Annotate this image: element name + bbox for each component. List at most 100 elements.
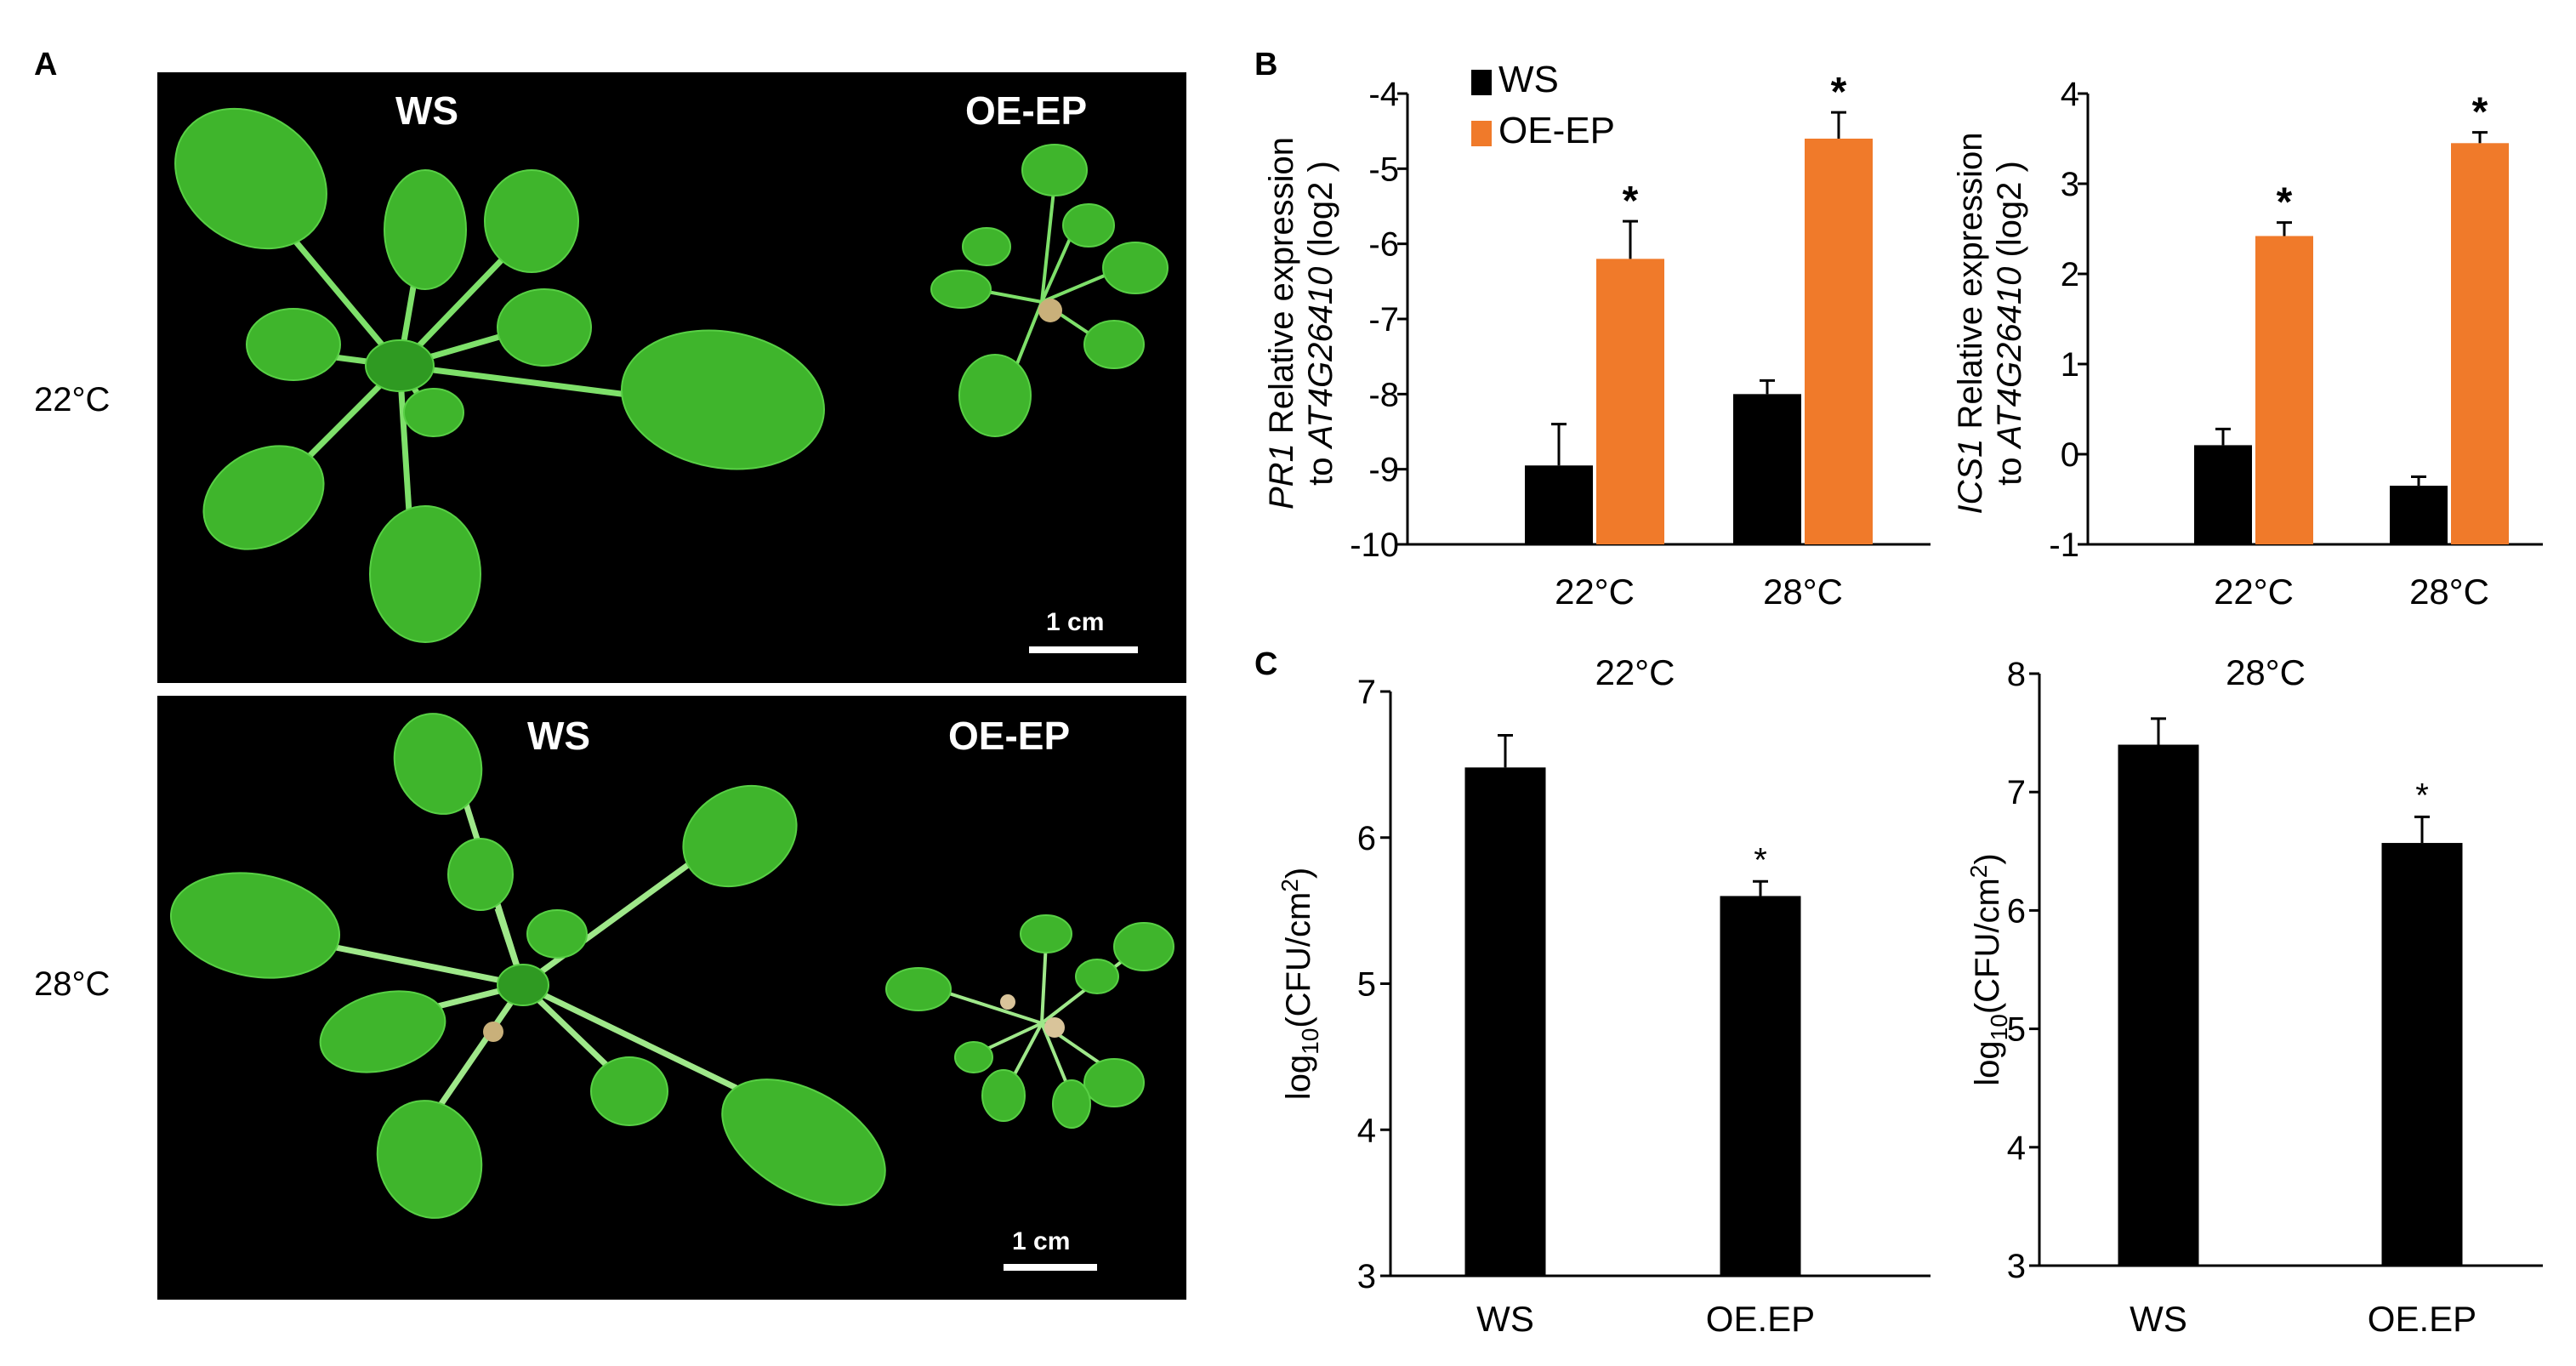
c2-category-label-0: WS xyxy=(2130,1299,2187,1339)
b2-ytick-label-1: 0 xyxy=(2061,436,2079,474)
chart-cfu-22c: 3 4 5 6 7 WS * OE.EP 22°C log10(CFU/cm2) xyxy=(1277,652,1931,1339)
b1-ytick-label-3: -7 xyxy=(1368,301,1399,339)
b1-ytick-label-5: -5 xyxy=(1368,151,1399,188)
b1-ylabel-log: (log2 ) xyxy=(1302,161,1339,267)
b2-ytick-label-5: 4 xyxy=(2061,76,2079,113)
legend-swatch-ws xyxy=(1471,70,1492,95)
c2-title: 28°C xyxy=(2226,652,2306,692)
b2-sig-1-0: * xyxy=(2277,180,2293,225)
b1-ytick-label-6: -4 xyxy=(1368,76,1399,113)
b2-bar-ws-1 xyxy=(2390,486,2448,544)
b2-sig-1-1: * xyxy=(2472,90,2488,135)
c1-ytick-label-3: 6 xyxy=(1357,820,1376,857)
c2-bar-1 xyxy=(2381,843,2463,1266)
c1-ylabel-log: log xyxy=(1280,1055,1317,1100)
c2-ylabel-unit: (CFU/cm xyxy=(1969,878,2006,1014)
b2-category-label-1: 28°C xyxy=(2409,572,2489,612)
c1-bar-1 xyxy=(1720,896,1801,1276)
b1-ytick-label-0: -10 xyxy=(1350,526,1399,564)
c2-category-label-1: OE.EP xyxy=(2368,1299,2476,1339)
chart-pr1-expression: -10 -9 -8 -7 -6 -5 -4 * 22°C * 28°C PR1 Relative ex… xyxy=(1263,59,1931,612)
scale-bar-top xyxy=(1029,646,1138,653)
b1-bar-ws-1 xyxy=(1733,394,1801,544)
b1-ylabel-gene: PR1 xyxy=(1263,443,1300,509)
b1-ylabel-to: to xyxy=(1302,447,1339,485)
b1-ylabel-line2: to AT4G26410 (log2 ) xyxy=(1302,161,1339,486)
scale-bar-bottom xyxy=(1004,1264,1097,1271)
c2-ylabel-close: ) xyxy=(1969,853,2006,864)
b1-bar-oe-ep-1 xyxy=(1805,139,1873,544)
c1-ylabel-sup: 2 xyxy=(1277,879,1303,892)
b2-ylabel-to: to xyxy=(1991,447,2028,485)
b1-category-label-1: 28°C xyxy=(1763,572,1843,612)
c2-ytick-label-5: 8 xyxy=(2007,656,2026,693)
b2-ylabel-rel: Relative expression xyxy=(1952,132,1989,438)
plant-rosette-drawing-28c xyxy=(169,713,1174,1219)
legend-label-ws: WS xyxy=(1498,59,1559,100)
c2-ylabel-sup: 2 xyxy=(1965,865,1992,879)
panel-label-a: A xyxy=(34,47,58,83)
c1-category-label-1: OE.EP xyxy=(1706,1299,1815,1339)
b2-ytick-label-0: -1 xyxy=(2049,526,2079,564)
plant-photo-22c: WS OE-EP xyxy=(157,72,1186,683)
plant-rosette-drawing xyxy=(174,107,1169,643)
scale-bar-label-bottom: 1 cm xyxy=(1012,1227,1071,1255)
b2-ylabel-log: (log2 ) xyxy=(1991,161,2028,267)
b2-ylabel-ref: AT4G26410 xyxy=(1991,267,2028,450)
b1-sig-1-0: * xyxy=(1623,179,1639,224)
c2-ytick-label-4: 7 xyxy=(2007,774,2026,811)
b2-ylabel-line2: to AT4G26410 (log2 ) xyxy=(1991,161,2028,486)
b1-ytick-label-4: -6 xyxy=(1368,226,1399,264)
photo-label-oe-ep: OE-EP xyxy=(965,88,1088,133)
photo-label-oe-ep-2: OE-EP xyxy=(948,714,1071,758)
b2-ylabel-line1: ICS1 Relative expression xyxy=(1952,132,1989,514)
b1-ylabel-rel: Relative expression xyxy=(1263,137,1300,443)
chart-cfu-28c: 3 4 5 6 7 8 WS * OE.EP 28°C log10(CFU/cm2) xyxy=(1965,652,2543,1339)
row-label-22c: 22°C xyxy=(34,381,111,418)
panel-label-b: B xyxy=(1254,47,1278,83)
b1-ylabel-ref: AT4G26410 xyxy=(1302,267,1339,450)
c1-sig-1: * xyxy=(1754,841,1767,879)
c2-bar-0 xyxy=(2118,744,2199,1266)
b2-ytick-label-3: 2 xyxy=(2061,256,2079,293)
c2-ytick-label-1: 4 xyxy=(2007,1130,2026,1167)
c1-ylabel: log10(CFU/cm2) xyxy=(1277,868,1323,1100)
photo-label-ws: WS xyxy=(395,88,459,133)
c1-title: 22°C xyxy=(1595,652,1675,692)
b2-category-label-0: 22°C xyxy=(2214,572,2294,612)
b1-ytick-label-2: -8 xyxy=(1368,376,1399,413)
c2-sig-1: * xyxy=(2415,777,2429,814)
c1-ylabel-sub: 10 xyxy=(1297,1028,1323,1055)
c2-ylabel: log10(CFU/cm2) xyxy=(1965,853,2012,1085)
c2-ytick-label-3: 6 xyxy=(2007,892,2026,930)
c1-bar-0 xyxy=(1464,767,1546,1276)
c1-ytick-label-4: 7 xyxy=(1357,674,1376,711)
b2-bar-ws-0 xyxy=(2194,445,2252,544)
photo-label-ws-2: WS xyxy=(527,714,591,758)
row-label-28c: 28°C xyxy=(34,965,111,1003)
b1-bar-oe-ep-0 xyxy=(1596,259,1664,544)
b1-ytick-label-1: -9 xyxy=(1368,452,1399,489)
c1-ytick-label-2: 5 xyxy=(1357,966,1376,1004)
c1-ylabel-close: ) xyxy=(1280,868,1317,879)
b2-bar-oe-ep-1 xyxy=(2451,143,2509,545)
c2-ytick-label-0: 3 xyxy=(2007,1248,2026,1285)
c2-ytick-label-2: 5 xyxy=(2007,1011,2026,1049)
legend-label-oe-ep: OE-EP xyxy=(1498,110,1615,151)
plant-photo-28c: WS OE-EP xyxy=(157,696,1186,1300)
c1-category-label-0: WS xyxy=(1476,1299,1534,1339)
b1-category-label-0: 22°C xyxy=(1555,572,1635,612)
b1-sig-1-1: * xyxy=(1831,70,1847,115)
b1-bar-ws-0 xyxy=(1525,465,1593,544)
c1-ytick-label-0: 3 xyxy=(1357,1258,1376,1295)
b2-ytick-label-4: 3 xyxy=(2061,166,2079,203)
c1-ylabel-unit: (CFU/cm xyxy=(1280,892,1317,1028)
c2-ylabel-log: log xyxy=(1969,1040,2006,1085)
legend-swatch-oe-ep xyxy=(1471,121,1492,146)
chart-ics1-expression: -1 0 1 2 3 4 * 22°C * 28°C ICS1 Relative expressio… xyxy=(1952,76,2543,612)
b2-ytick-label-2: 1 xyxy=(2061,346,2079,384)
c1-ytick-label-1: 4 xyxy=(1357,1112,1376,1149)
b2-bar-oe-ep-0 xyxy=(2255,236,2313,544)
